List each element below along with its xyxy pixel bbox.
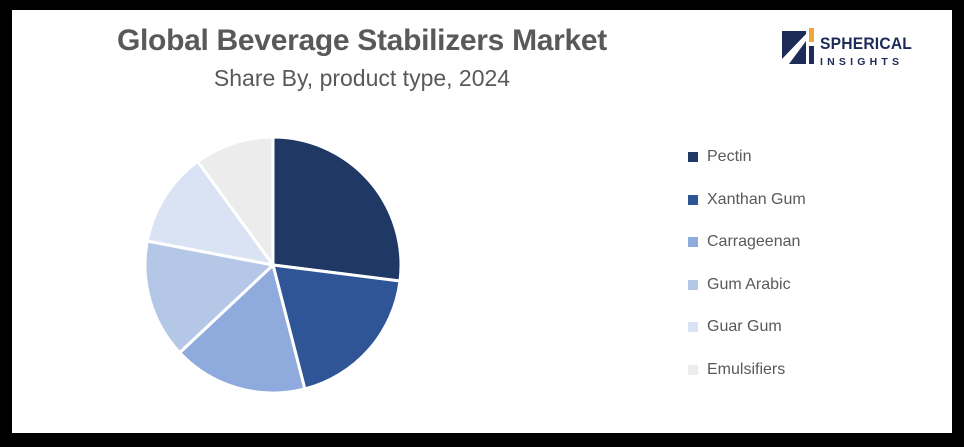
legend-label: Xanthan Gum	[707, 190, 806, 208]
legend-label: Gum Arabic	[707, 275, 791, 293]
legend-item-gum-arabic: Gum Arabic	[688, 276, 806, 294]
brand-subname: INSIGHTS	[820, 56, 904, 68]
legend-label: Carrageenan	[707, 233, 801, 250]
legend-item-emulsifiers: Emulsifiers	[688, 361, 806, 379]
legend: Pectin Xanthan Gum Carrageenan Gum Arabi…	[688, 148, 806, 403]
legend-marker-icon	[688, 322, 698, 332]
chart-subtitle: Share By, product type, 2024	[213, 65, 511, 91]
spherical-logo-icon	[782, 28, 814, 64]
legend-label: Guar Gum	[707, 318, 782, 335]
legend-marker-icon	[688, 364, 698, 375]
legend-item-pectin: Pectin	[688, 148, 806, 166]
brand-name: SPHERICAL	[820, 34, 913, 53]
legend-label: Emulsifiers	[707, 360, 786, 378]
legend-marker-icon	[688, 237, 698, 247]
pie-chart	[128, 120, 418, 410]
pie-slice-carrageenan	[178, 263, 307, 395]
pie-slice-pectin	[271, 135, 403, 283]
legend-marker-icon	[688, 279, 698, 290]
legend-item-guar-gum: Guar Gum	[688, 318, 806, 336]
pie-slice-gum-arabic	[143, 239, 275, 355]
pie-slice-xanthan-gum	[271, 263, 402, 391]
brand-logo: SPHERICAL INSIGHTS	[782, 28, 920, 68]
legend-label: Pectin	[707, 148, 752, 165]
legend-item-carrageenan: Carrageenan	[688, 233, 806, 251]
chart-title: Global Beverage Stabilizers Market	[116, 24, 607, 57]
brand-text: SPHERICAL INSIGHTS	[820, 28, 920, 68]
header: Global Beverage Stabilizers Market Share…	[26, 24, 698, 92]
legend-marker-icon	[688, 152, 698, 162]
legend-item-xanthan-gum: Xanthan Gum	[688, 191, 806, 209]
legend-marker-icon	[688, 194, 698, 205]
pie-slice-guar-gum	[145, 159, 275, 267]
pie-chart-svg	[143, 135, 403, 395]
pie-slice-emulsifiers	[196, 135, 275, 267]
